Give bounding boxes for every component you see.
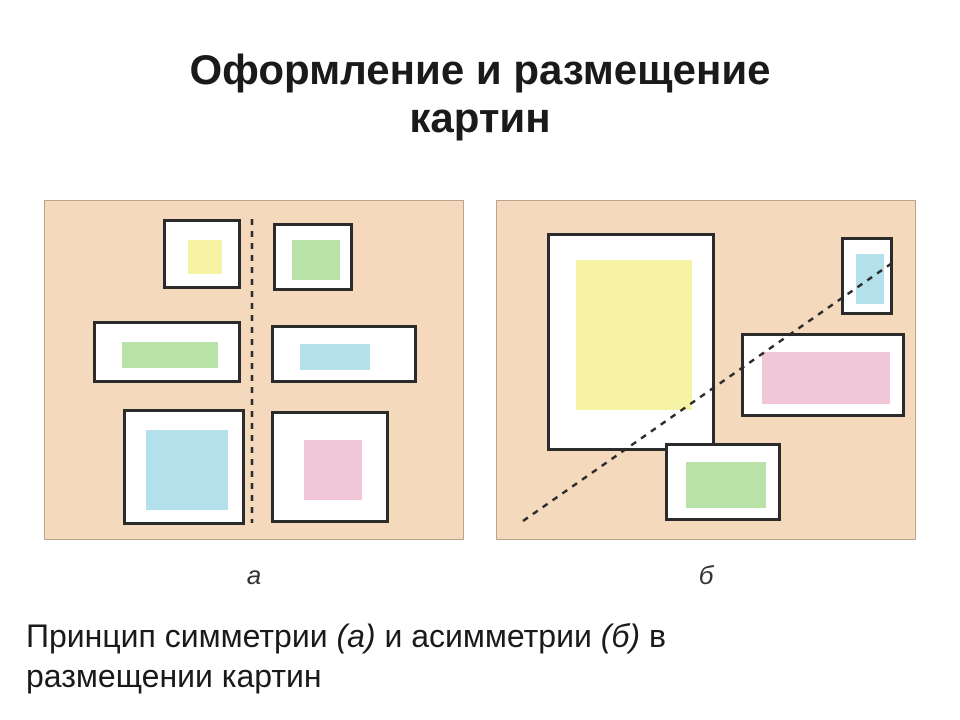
- picture-frame: [741, 333, 905, 417]
- picture-swatch: [686, 462, 766, 508]
- picture-swatch: [856, 254, 884, 304]
- picture-frame: [123, 409, 245, 525]
- picture-frame: [271, 411, 389, 523]
- page-title: Оформление и размещение картин: [0, 46, 960, 143]
- panel-asymmetry: [496, 200, 916, 540]
- picture-swatch: [762, 352, 890, 404]
- panels-row: [44, 200, 916, 540]
- picture-frame: [271, 325, 417, 383]
- picture-frame: [547, 233, 715, 451]
- panel-labels-row: а б: [44, 560, 916, 591]
- title-line-1: Оформление и размещение: [189, 46, 770, 93]
- caption-line-2: размещении картин: [26, 656, 934, 696]
- panel-b-label: б: [496, 560, 916, 591]
- title-line-2: картин: [409, 94, 550, 141]
- picture-frame: [273, 223, 353, 291]
- caption-italic: (а): [336, 618, 375, 654]
- caption-text: и асимметрии: [376, 618, 601, 654]
- caption-text: Принцип симметрии: [26, 618, 336, 654]
- panel-symmetry: [44, 200, 464, 540]
- page: Оформление и размещение картин а б Принц…: [0, 0, 960, 720]
- picture-swatch: [292, 240, 340, 280]
- picture-swatch: [146, 430, 228, 510]
- picture-frame: [665, 443, 781, 521]
- picture-swatch: [304, 440, 362, 500]
- picture-frame: [841, 237, 893, 315]
- picture-frame: [163, 219, 241, 289]
- picture-swatch: [300, 344, 370, 370]
- panel-a-label: а: [44, 560, 464, 591]
- picture-swatch: [122, 342, 218, 368]
- caption-italic: (б): [601, 618, 640, 654]
- caption-text: в: [640, 618, 666, 654]
- caption-line-1: Принцип симметрии (а) и асимметрии (б) в: [26, 616, 934, 656]
- picture-swatch: [188, 240, 222, 274]
- caption: Принцип симметрии (а) и асимметрии (б) в…: [26, 616, 934, 696]
- picture-frame: [93, 321, 241, 383]
- picture-swatch: [576, 260, 692, 410]
